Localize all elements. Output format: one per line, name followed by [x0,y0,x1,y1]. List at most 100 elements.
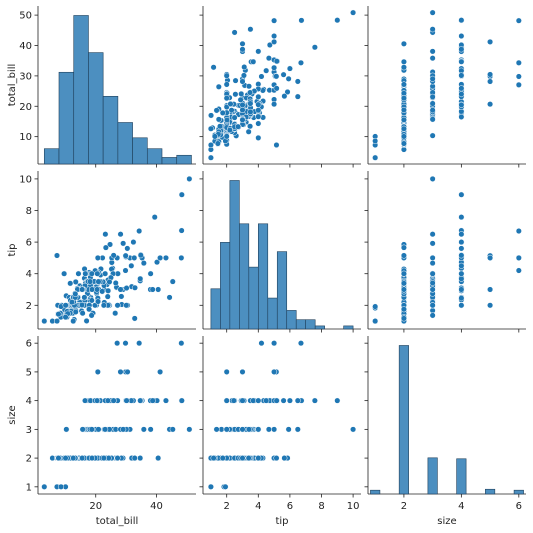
scatter-point [400,306,407,313]
scatter-point [241,64,248,71]
scatter-point [53,252,61,259]
scatter-point [79,286,86,293]
scatter-point [122,252,129,259]
x-axis-label: size [437,516,456,527]
scatter-point [231,29,238,36]
scatter-point [153,259,161,266]
scatter-point [297,340,305,347]
scatter-point [334,17,341,24]
scatter-point [120,426,127,433]
histogram-bar [58,71,75,165]
scatter-point [178,191,185,198]
scatter-point [429,279,436,287]
scatter-point [122,267,129,274]
scatter-point [400,95,407,102]
scatter-point [136,227,143,235]
scatter-point [240,72,247,79]
scatter-point [99,288,106,295]
scatter-point [214,140,221,147]
scatter-point [104,293,111,300]
y-tick-label: 8 [26,206,32,217]
scatter-point [271,33,278,40]
scatter-point [429,55,436,62]
y-tick-label: 50 [19,11,32,22]
histogram-bar [398,345,409,495]
scatter-point [208,112,215,119]
scatter-point [255,101,262,108]
scatter-point [239,40,246,47]
x-tick-label: 6 [516,501,522,512]
scatter-point [247,108,254,115]
scatter-point [311,44,318,51]
scatter-point [255,48,262,55]
scatter-point [487,71,494,78]
scatter-point [207,483,214,490]
scatter-point [487,101,494,108]
scatter-point [458,231,465,238]
scatter-point [94,397,101,404]
scatter-point [400,252,407,259]
scatter-point [515,17,522,24]
scatter-point [273,73,280,80]
scatter-point [458,245,465,252]
histogram-bar [343,325,354,330]
scatter-point [79,310,86,317]
scatter-point [239,426,246,433]
scatter-point [372,154,379,161]
scatter-point [57,483,65,490]
scatter-point [41,483,48,490]
scatter-point [237,96,244,103]
scatter-point [298,17,305,24]
histogram-bar [427,457,438,495]
histogram-bar [513,489,524,495]
scatter-point [223,95,230,102]
scatter-point [136,340,143,347]
scatter-point [162,397,169,404]
scatter-point [515,267,522,274]
scatter-point [123,397,130,404]
scatter-point [186,426,193,433]
scatter-point [429,93,436,100]
scatter-point [265,55,272,62]
scatter-point [162,254,169,261]
scatter-point [429,100,436,107]
histogram-bar [43,148,60,165]
scatter-point [247,26,254,33]
scatter-point [458,85,465,92]
scatter-point [429,231,436,238]
scatter-point [273,455,280,462]
scatter-point [458,275,465,282]
scatter-point [88,297,95,304]
scatter-point [137,397,144,404]
scatter-point [255,120,262,127]
scatter-point [219,455,226,462]
scatter-point [88,426,95,433]
histogram-bar [257,223,269,330]
scatter-point [130,239,137,246]
scatter-point [213,107,220,114]
x-tick-label: 4 [458,501,464,512]
scatter-point [118,293,125,300]
scatter-point [515,59,522,66]
scatter-point [53,318,61,325]
histogram-bar [176,154,192,165]
scatter-point [458,46,465,53]
scatter-point [458,91,465,98]
scatter-point [400,270,407,277]
scatter-point [207,141,214,149]
scatter-point [429,260,436,267]
histogram-bar [370,489,381,495]
scatter-point [255,397,262,404]
scatter-point [72,308,79,315]
scatter-point [487,286,494,293]
scatter-point [88,286,96,293]
scatter-point [86,306,93,313]
scatter-point [429,48,436,55]
scatter-point [281,93,288,100]
scatter-point [294,397,301,404]
scatter-point [239,397,246,404]
scatter-point [458,286,465,293]
scatter-point [122,340,129,347]
scatter-point [117,368,124,375]
